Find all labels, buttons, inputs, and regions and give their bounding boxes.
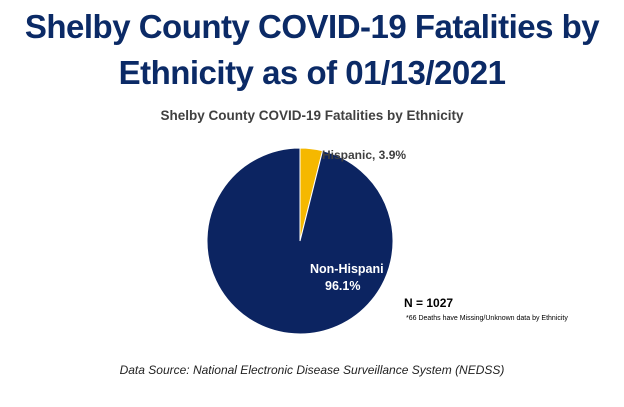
pie-slice-non-hispanic [206, 147, 394, 335]
slide-title-line-1: Shelby County COVID-19 Fatalities by [24, 8, 600, 45]
hispanic-data-label: Hispanic, 3.9% [322, 148, 406, 162]
slide-title: Shelby County COVID-19 Fatalities by Eth… [0, 4, 624, 96]
non-hispanic-data-label-line-1: Non-Hispani [310, 262, 384, 276]
chart-title: Shelby County COVID-19 Fatalities by Eth… [160, 108, 464, 123]
slide-title-line-2: Ethnicity as of 01/13/2021 [118, 54, 506, 91]
sample-size-label: N = 1027 [404, 296, 454, 310]
data-source-note: Data Source: National Electronic Disease… [119, 363, 505, 377]
non-hispanic-data-label-line-2: 96.1% [325, 279, 360, 293]
missing-data-footnote: *66 Deaths have Missing/Unknown data by … [406, 315, 568, 322]
